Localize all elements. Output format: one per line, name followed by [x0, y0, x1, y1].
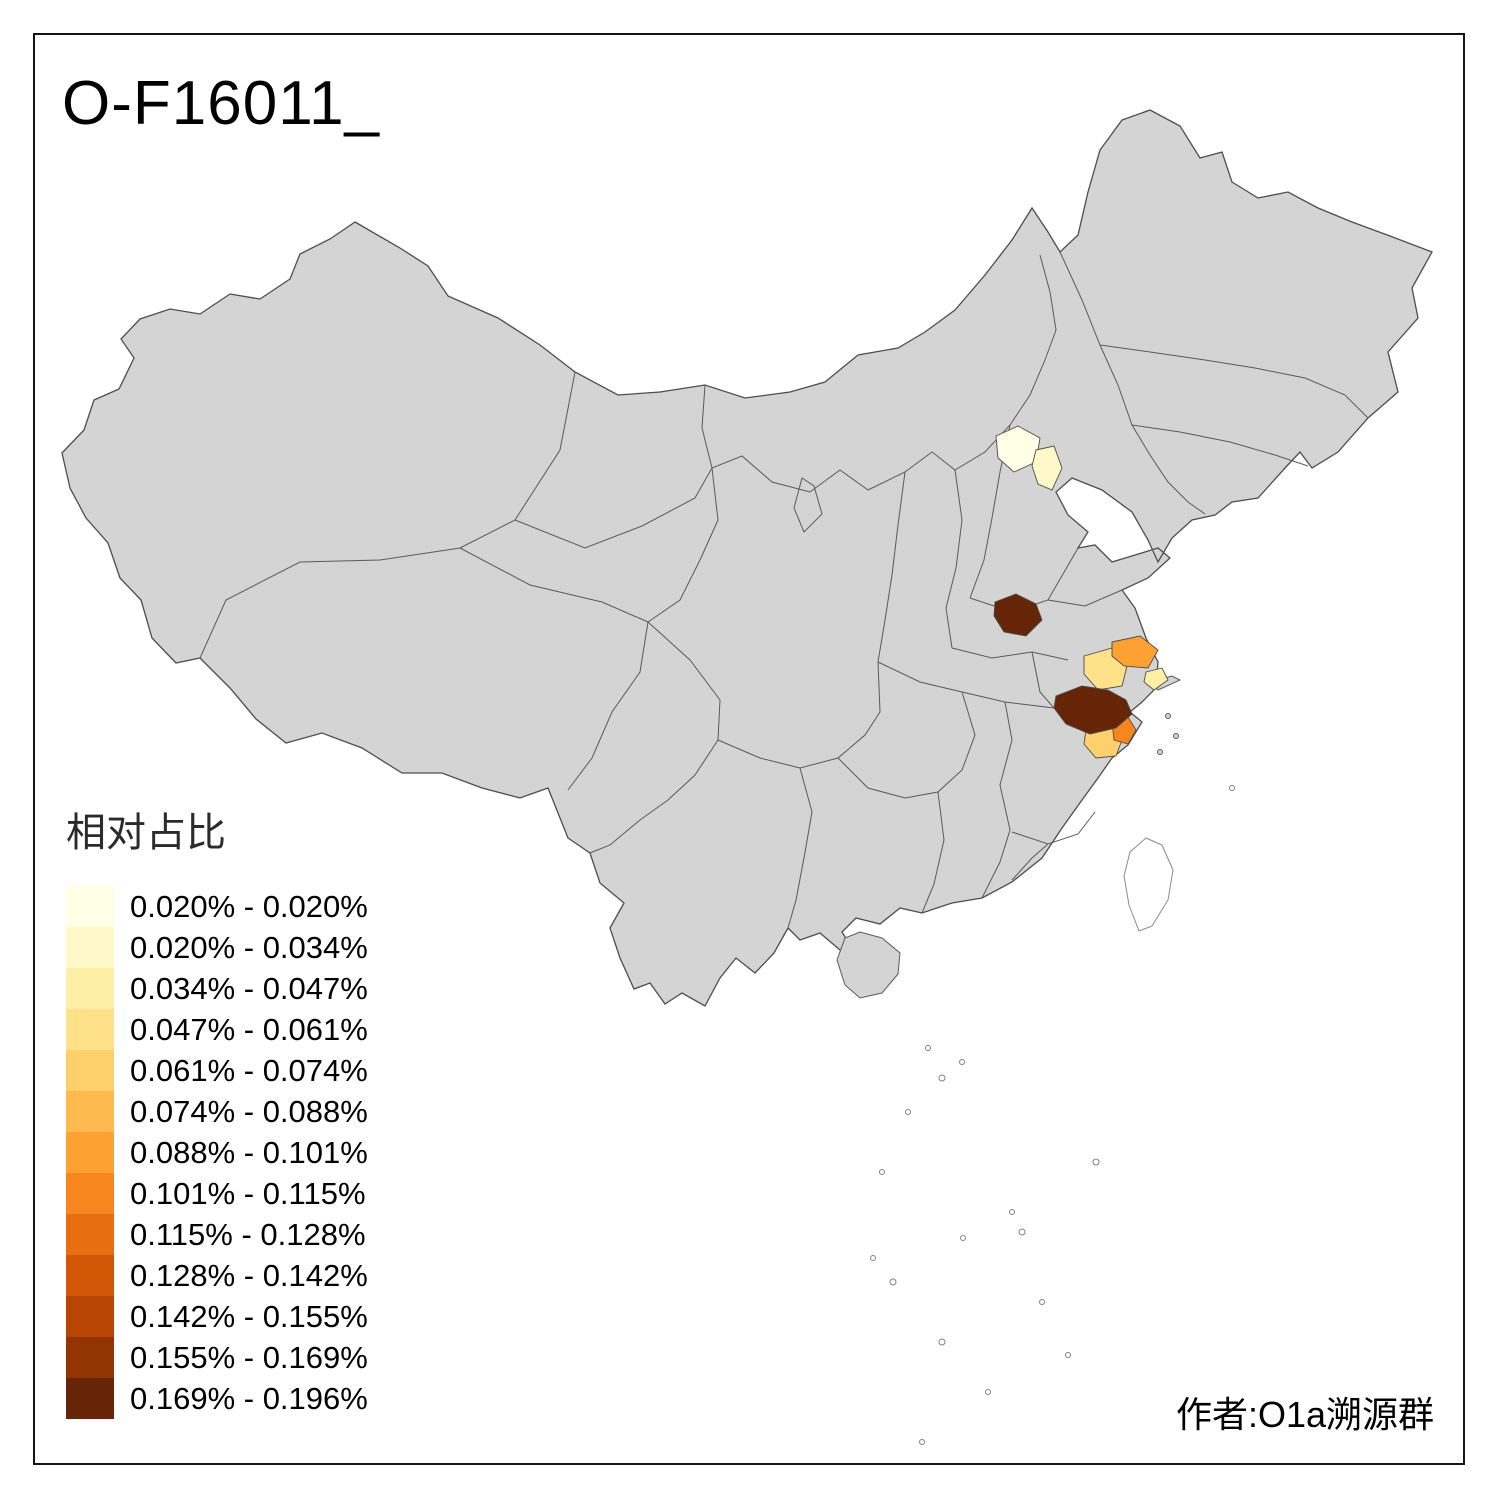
legend-item: 0.128% - 0.142%	[66, 1255, 368, 1296]
legend-swatch	[66, 886, 114, 927]
province-border	[1011, 843, 1049, 881]
sea-island	[985, 1389, 991, 1395]
legend-swatch	[66, 1214, 114, 1255]
legend-swatch	[66, 1255, 114, 1296]
coastal-island	[1173, 733, 1179, 739]
hainan-island	[836, 931, 901, 999]
province-border	[567, 621, 649, 791]
province-border	[1031, 651, 1055, 709]
legend-swatch	[66, 1173, 114, 1214]
province-border	[514, 467, 713, 549]
sea-island	[1009, 1209, 1015, 1215]
sea-island	[1065, 1352, 1071, 1358]
legend-item: 0.169% - 0.196%	[66, 1378, 368, 1419]
coastal-island	[1157, 749, 1163, 755]
legend-swatch	[66, 1091, 114, 1132]
highlight-region-tianjin	[1031, 445, 1063, 491]
province-border	[1011, 811, 1096, 845]
legend-label: 0.169% - 0.196%	[130, 1380, 368, 1416]
legend-item: 0.088% - 0.101%	[66, 1132, 368, 1173]
legend-swatch	[66, 1009, 114, 1050]
province-border	[921, 791, 945, 914]
province-border	[787, 767, 813, 929]
legend-item: 0.047% - 0.061%	[66, 1009, 368, 1050]
legend-label: 0.020% - 0.034%	[130, 929, 368, 965]
legend-label: 0.088% - 0.101%	[130, 1134, 368, 1170]
legend-item: 0.142% - 0.155%	[66, 1296, 368, 1337]
province-border	[793, 477, 823, 533]
legend-swatch	[66, 1050, 114, 1091]
province-border	[1131, 424, 1309, 467]
sea-island	[938, 1074, 946, 1082]
legend-label: 0.155% - 0.169%	[130, 1339, 368, 1375]
legend-swatch	[66, 1296, 114, 1337]
sea-island	[870, 1255, 876, 1261]
sea-island	[919, 1439, 925, 1445]
legend-swatch	[66, 927, 114, 968]
sea-island	[959, 1059, 965, 1065]
legend-label: 0.101% - 0.115%	[130, 1175, 366, 1211]
legend: 相对占比 0.020% - 0.020% 0.020% - 0.034% 0.034…	[66, 800, 368, 1419]
province-border	[951, 647, 1069, 661]
legend-title: 相对占比	[66, 811, 226, 855]
legend-item: 0.020% - 0.034%	[66, 927, 368, 968]
province-border	[647, 467, 719, 623]
sea-island	[879, 1169, 885, 1175]
legend-items: 0.020% - 0.020% 0.020% - 0.034% 0.034% - 0…	[66, 886, 368, 1419]
sea-island	[938, 1338, 946, 1346]
sea-island	[1018, 1228, 1026, 1236]
legend-swatch	[66, 1378, 114, 1419]
province-border	[1099, 344, 1369, 419]
province-border	[877, 471, 906, 663]
province-border	[981, 701, 1013, 899]
province-border	[459, 547, 649, 623]
province-border	[1047, 589, 1123, 607]
sea-island	[925, 1045, 931, 1051]
legend-label: 0.034% - 0.047%	[130, 970, 368, 1006]
legend-item: 0.115% - 0.128%	[66, 1214, 368, 1255]
legend-swatch	[66, 968, 114, 1009]
attribution: 作者:O1a溯源群	[1175, 1394, 1434, 1435]
legend-item: 0.020% - 0.020%	[66, 886, 368, 927]
province-border	[701, 254, 1057, 493]
coastal-island	[1165, 713, 1171, 719]
sea-island	[1229, 785, 1235, 791]
province-border	[945, 469, 963, 649]
islands	[836, 675, 1235, 1445]
legend-label: 0.128% - 0.142%	[130, 1257, 368, 1293]
legend-label: 0.020% - 0.020%	[130, 888, 368, 924]
legend-label: 0.142% - 0.155%	[130, 1298, 368, 1334]
sea-island	[1039, 1299, 1045, 1305]
sea-island	[905, 1109, 911, 1115]
province-border	[589, 621, 721, 854]
province-border	[199, 371, 576, 659]
legend-item: 0.074% - 0.088%	[66, 1091, 368, 1132]
legend-swatch	[66, 1132, 114, 1173]
china-mainland	[61, 109, 1433, 1007]
legend-label: 0.074% - 0.088%	[130, 1093, 368, 1129]
highlight-region-nantong	[1111, 635, 1159, 669]
legend-item: 0.155% - 0.169%	[66, 1337, 368, 1378]
legend-item: 0.034% - 0.047%	[66, 968, 368, 1009]
highlight-region-shanghai	[1143, 667, 1169, 691]
highlight-regions	[993, 425, 1169, 759]
legend-label: 0.115% - 0.128%	[130, 1216, 366, 1252]
highlight-region-north-anhui	[993, 593, 1043, 637]
legend-item: 0.061% - 0.074%	[66, 1050, 368, 1091]
legend-label: 0.061% - 0.074%	[130, 1052, 368, 1088]
page-title: O-F16011_	[62, 69, 381, 138]
taiwan-island	[1123, 837, 1174, 932]
legend-label: 0.047% - 0.061%	[130, 1011, 368, 1047]
highlight-region-south-anhui	[1053, 685, 1133, 735]
sea-island	[889, 1278, 897, 1286]
legend-item: 0.101% - 0.115%	[66, 1173, 368, 1214]
legend-swatch	[66, 1337, 114, 1378]
china-outline	[61, 109, 1433, 1007]
sea-island	[1092, 1158, 1100, 1166]
sea-island	[960, 1235, 966, 1241]
